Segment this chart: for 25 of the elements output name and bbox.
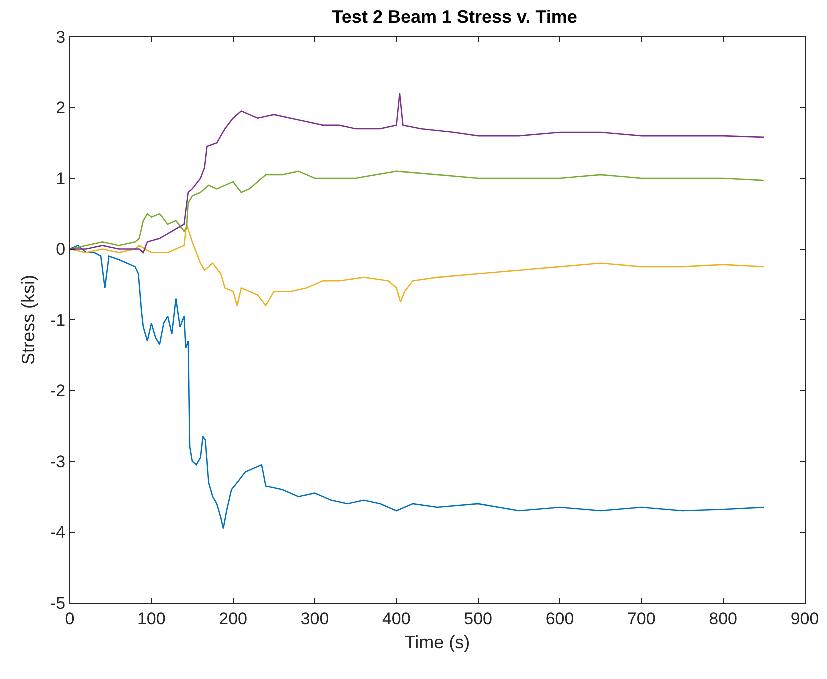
y-tick-label: -1 [50, 310, 66, 330]
line-series [70, 224, 765, 306]
y-tick-label: 3 [56, 28, 66, 47]
chart-title: Test 2 Beam 1 Stress v. Time [332, 6, 578, 27]
y-axis-title: Stress (ksi) [18, 275, 39, 365]
x-tick-label: 500 [464, 609, 493, 628]
x-tick-label: 100 [137, 609, 166, 628]
y-tick-label: 2 [56, 98, 66, 118]
y-tick-label: -3 [50, 452, 66, 472]
y-tick-label: -2 [50, 382, 66, 401]
x-tick-label: 600 [546, 609, 574, 628]
line-series [70, 92, 765, 254]
x-tick-label: 900 [790, 609, 820, 628]
x-tick-label: 400 [382, 609, 411, 628]
x-tick-label: 300 [300, 609, 330, 628]
y-tick-label: -4 [50, 523, 66, 542]
x-axis-title: Time (s) [404, 632, 470, 652]
x-tick-label: 800 [709, 609, 738, 628]
line-series [70, 245, 765, 530]
y-tick-label: 1 [56, 169, 66, 188]
y-tick-label: -5 [50, 594, 66, 613]
line-series [70, 170, 765, 250]
x-tick-label: 200 [219, 609, 248, 628]
x-tick-label: 700 [627, 609, 656, 628]
y-tick-label: 0 [56, 240, 66, 260]
